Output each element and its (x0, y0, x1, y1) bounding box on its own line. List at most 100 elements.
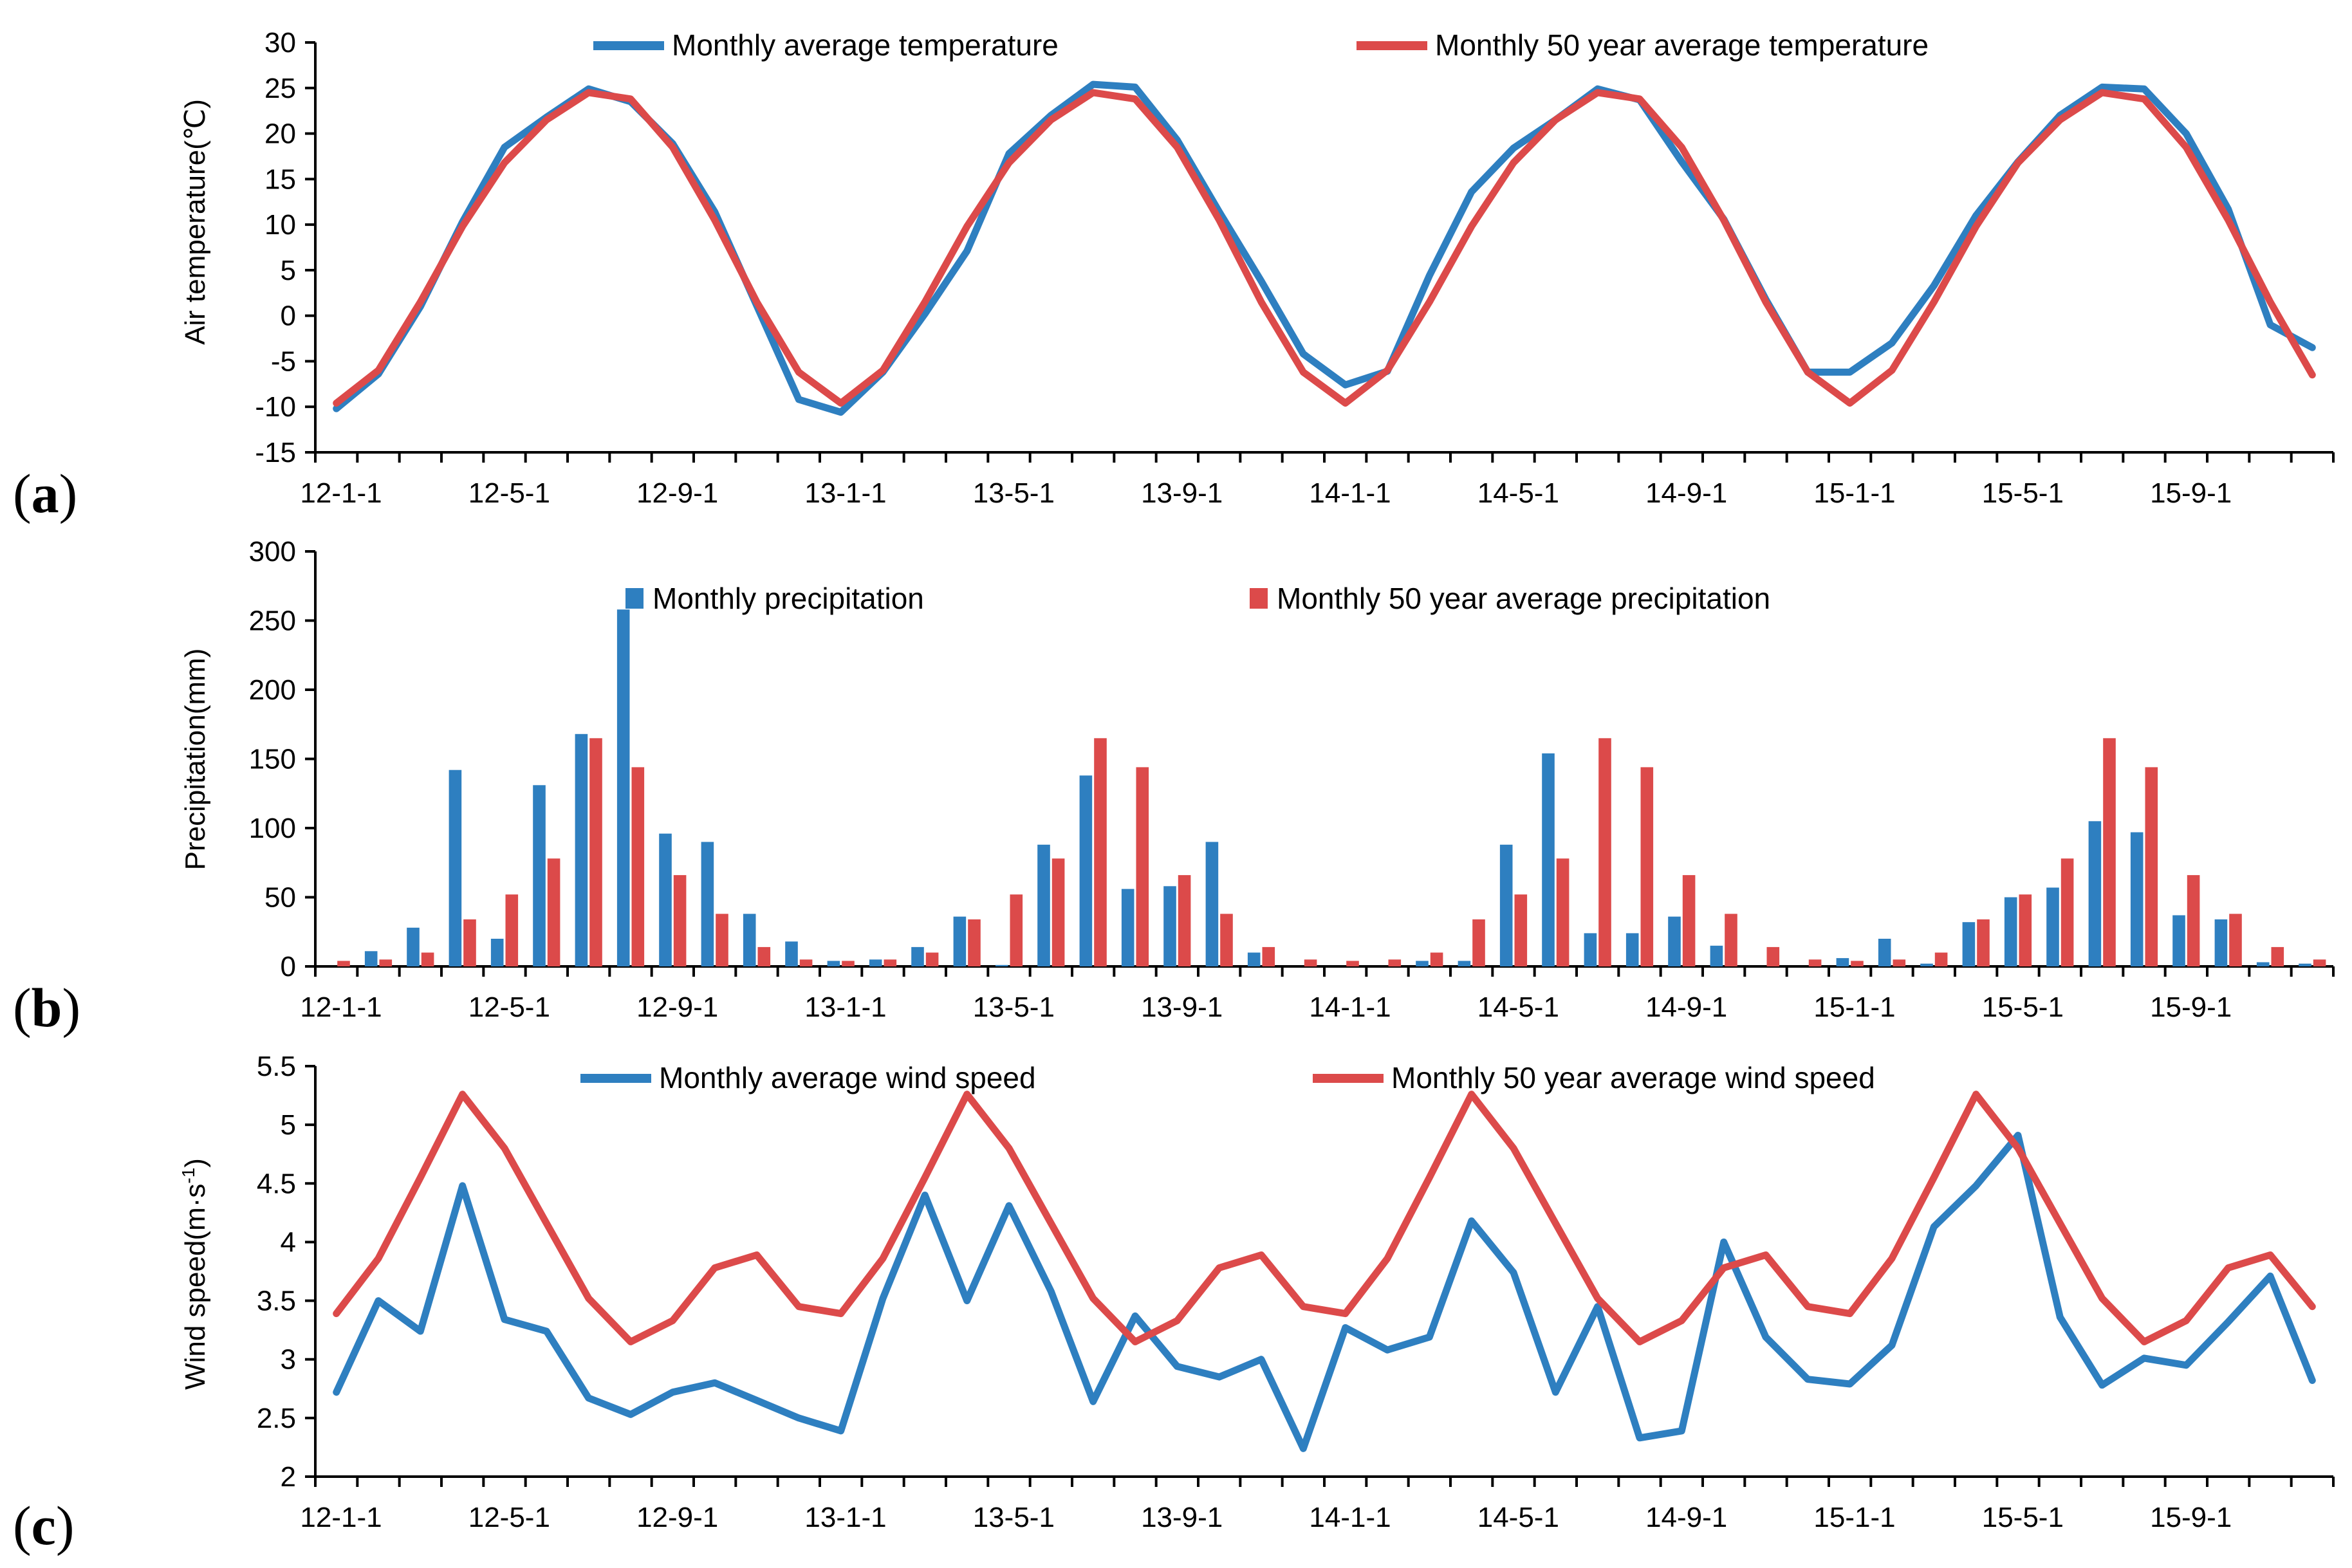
temperature-legend: Monthly average temperature Monthly 50 y… (593, 28, 1929, 62)
precipitation-bar-monthly (533, 785, 546, 966)
precipitation-bar-50yr (2019, 894, 2032, 966)
precipitation-bar-50yr (884, 959, 897, 967)
wind-y-tick-label: 3.5 (257, 1286, 296, 1317)
wind-x-tick-label: 13-9-1 (1141, 1502, 1223, 1533)
precipitation-bar-monthly (1542, 753, 1555, 966)
precipitation-bar-50yr (1051, 858, 1065, 966)
precipitation-bar-monthly (1458, 961, 1471, 966)
wind-x-tick-label: 12-5-1 (468, 1502, 550, 1533)
legend-swatch-precipitation-50yr (1250, 588, 1268, 609)
precipitation-bar-50yr (1977, 919, 1990, 966)
precipitation-bar-50yr (1388, 959, 1402, 967)
precipitation-bar-50yr (1514, 894, 1528, 966)
precipitation-bar-monthly (869, 959, 882, 967)
wind-x-tick-label: 12-1-1 (300, 1502, 382, 1533)
precipitation-y-axis-label: Precipitation(mm) (180, 649, 211, 871)
legend-label-precipitation: Monthly precipitation (653, 582, 924, 615)
temperature-y-tick-label: -15 (255, 437, 296, 468)
precipitation-bar-50yr (2145, 767, 2158, 966)
legend-swatch-precipitation (625, 588, 644, 609)
precipitation-bar-monthly (1121, 889, 1134, 966)
wind-series-50yr-line (333, 1091, 2316, 1345)
precipitation-axes: 300 250 200 150 100 50 012-1-1 12-5-1 12-9-1 13-1… (249, 536, 2335, 1023)
precipitation-bar-monthly (449, 770, 462, 966)
precipitation-bar-monthly (827, 961, 840, 966)
temperature-y-tick-label: 10 (264, 209, 296, 241)
wind-y-tick-label: 3 (281, 1344, 296, 1376)
wind-y-tick-label: 4 (281, 1226, 296, 1258)
precipitation-bar-50yr (2187, 875, 2200, 966)
temperature-x-tick-label: 15-1-1 (1813, 477, 1895, 509)
temperature-y-tick-label: 15 (264, 163, 296, 195)
precipitation-y-tick-label: 300 (249, 536, 296, 567)
precipitation-bar-monthly (1205, 842, 1219, 966)
wind-axes: 5.5 5 4.5 4 3.5 3 2.5 212-1-1 12-5-1 12-9-1 13-1-1… (257, 1051, 2335, 1533)
precipitation-bar-50yr (1725, 914, 1737, 966)
precipitation-bar-monthly (1962, 922, 1976, 966)
precipitation-bar-50yr (2229, 914, 2242, 966)
precipitation-y-tick-label: 150 (249, 744, 296, 775)
legend-label-wind-50yr: Monthly 50 year average wind speed (1391, 1061, 1875, 1094)
precipitation-bar-monthly (364, 951, 378, 966)
precipitation-x-tick-label: 15-5-1 (1982, 992, 2064, 1023)
precipitation-bar-50yr (1262, 946, 1275, 966)
precipitation-bar-50yr (1808, 959, 1822, 967)
precipitation-bar-monthly (407, 927, 420, 966)
wind-x-tick-label: 13-1-1 (804, 1502, 886, 1533)
precipitation-x-tick-label: 13-1-1 (804, 992, 886, 1023)
temperature-x-tick-label: 12-5-1 (468, 477, 550, 509)
temperature-y-tick-label: 5 (281, 255, 296, 286)
precipitation-bar-50yr (1598, 738, 1611, 967)
precipitation-bar-50yr (2271, 946, 2284, 966)
precipitation-bar-monthly (490, 939, 504, 966)
precipitation-bar-monthly (659, 833, 672, 966)
precipitation-bar-monthly (575, 733, 588, 966)
wind-x-tick-label: 15-5-1 (1982, 1502, 2064, 1533)
precipitation-bar-monthly (2130, 832, 2144, 966)
precipitation-bar-monthly (953, 916, 967, 966)
precipitation-bar-monthly (2004, 897, 2017, 966)
temperature-series-monthly-line (333, 80, 2316, 416)
precipitation-bar-50yr (589, 738, 602, 967)
precipitation-bar-50yr (505, 894, 519, 966)
precipitation-legend: Monthly precipitation Monthly 50 year av… (625, 582, 1770, 615)
precipitation-bar-monthly (911, 946, 924, 966)
precipitation-x-tick-label: 15-9-1 (2150, 992, 2232, 1023)
precipitation-x-tick-label: 12-9-1 (636, 992, 718, 1023)
temperature-x-tick-label: 14-1-1 (1309, 477, 1391, 509)
precipitation-bar-monthly (2088, 821, 2102, 967)
precipitation-bar-50yr (1893, 959, 1906, 967)
wind-y-tick-label: 5 (281, 1109, 296, 1141)
precipitation-bar-50yr (421, 952, 434, 966)
temperature-x-tick-label: 15-5-1 (1982, 477, 2064, 509)
precipitation-bar-monthly (1668, 916, 1681, 966)
precipitation-bar-50yr (463, 919, 476, 966)
precipitation-bar-50yr (1556, 858, 1570, 966)
precipitation-bar-monthly (1710, 945, 1723, 967)
precipitation-bar-50yr (1851, 961, 1864, 966)
precipitation-bar-50yr (337, 961, 350, 966)
precipitation-bar-50yr (673, 875, 687, 966)
temperature-x-tick-label: 12-9-1 (636, 477, 718, 509)
precipitation-bar-monthly (2256, 962, 2270, 966)
precipitation-bar-50yr (547, 858, 560, 966)
wind-y-axis-label-sup: -1 (178, 1168, 198, 1184)
precipitation-bar-monthly (1416, 961, 1429, 966)
wind-legend: Monthly average wind speed Monthly 50 ye… (580, 1061, 1875, 1094)
wind-series (333, 1091, 2316, 1452)
precipitation-bar-50yr (1640, 767, 1654, 966)
precipitation-bar-50yr (2103, 738, 2116, 967)
precipitation-y-tick-label: 50 (264, 882, 296, 914)
precipitation-bar-50yr (2060, 858, 2074, 966)
temperature-x-tick-label: 13-1-1 (804, 477, 886, 509)
precipitation-bar-monthly (1163, 886, 1176, 966)
temperature-y-tick-label: 0 (281, 300, 296, 332)
temperature-x-tick-label: 14-9-1 (1645, 477, 1727, 509)
wind-x-tick-label: 14-5-1 (1477, 1502, 1559, 1533)
precipitation-bar-50yr (2313, 959, 2326, 967)
precipitation-bar-50yr (1430, 952, 1443, 966)
precipitation-bar-monthly (1625, 933, 1639, 966)
precipitation-series (337, 609, 2326, 967)
temperature-y-tick-label: 30 (264, 27, 296, 59)
